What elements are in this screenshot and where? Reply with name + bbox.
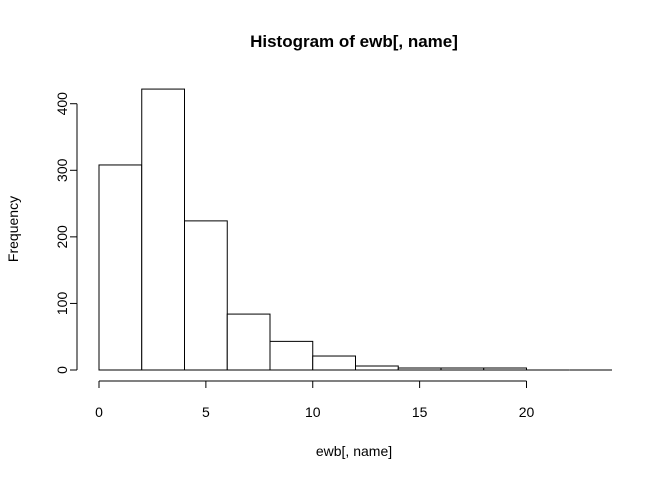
y-tick-label: 300	[54, 158, 70, 182]
y-tick-label: 400	[54, 92, 70, 116]
histogram-bar	[269, 340, 314, 371]
y-tick-label: 100	[54, 292, 70, 316]
y-axis: 0 100 200 300 400	[54, 92, 78, 374]
histogram-bar	[397, 367, 442, 371]
x-tick-label: 5	[202, 404, 210, 420]
histogram-bar	[184, 220, 228, 371]
histogram-bar	[98, 164, 143, 371]
x-tick-label: 20	[519, 404, 535, 420]
y-axis-label: Frequency	[5, 196, 21, 262]
histogram-bar	[483, 367, 527, 371]
y-tick-label: 200	[54, 225, 70, 249]
x-axis-label: ewb[, name]	[316, 443, 392, 459]
y-tick-label: 0	[54, 366, 70, 374]
x-tick-label: 15	[412, 404, 428, 420]
histogram-bar	[141, 88, 185, 371]
x-tick-label: 0	[95, 404, 103, 420]
histogram-bar	[226, 313, 271, 371]
x-tick-label: 10	[305, 404, 321, 420]
histogram-bar	[440, 367, 485, 371]
x-axis: 0 5 10 15 20	[95, 380, 535, 420]
histogram-bar	[355, 365, 399, 371]
chart-title: Histogram of ewb[, name]	[250, 32, 458, 51]
histogram-bar	[312, 355, 356, 371]
bars-group	[98, 88, 612, 371]
